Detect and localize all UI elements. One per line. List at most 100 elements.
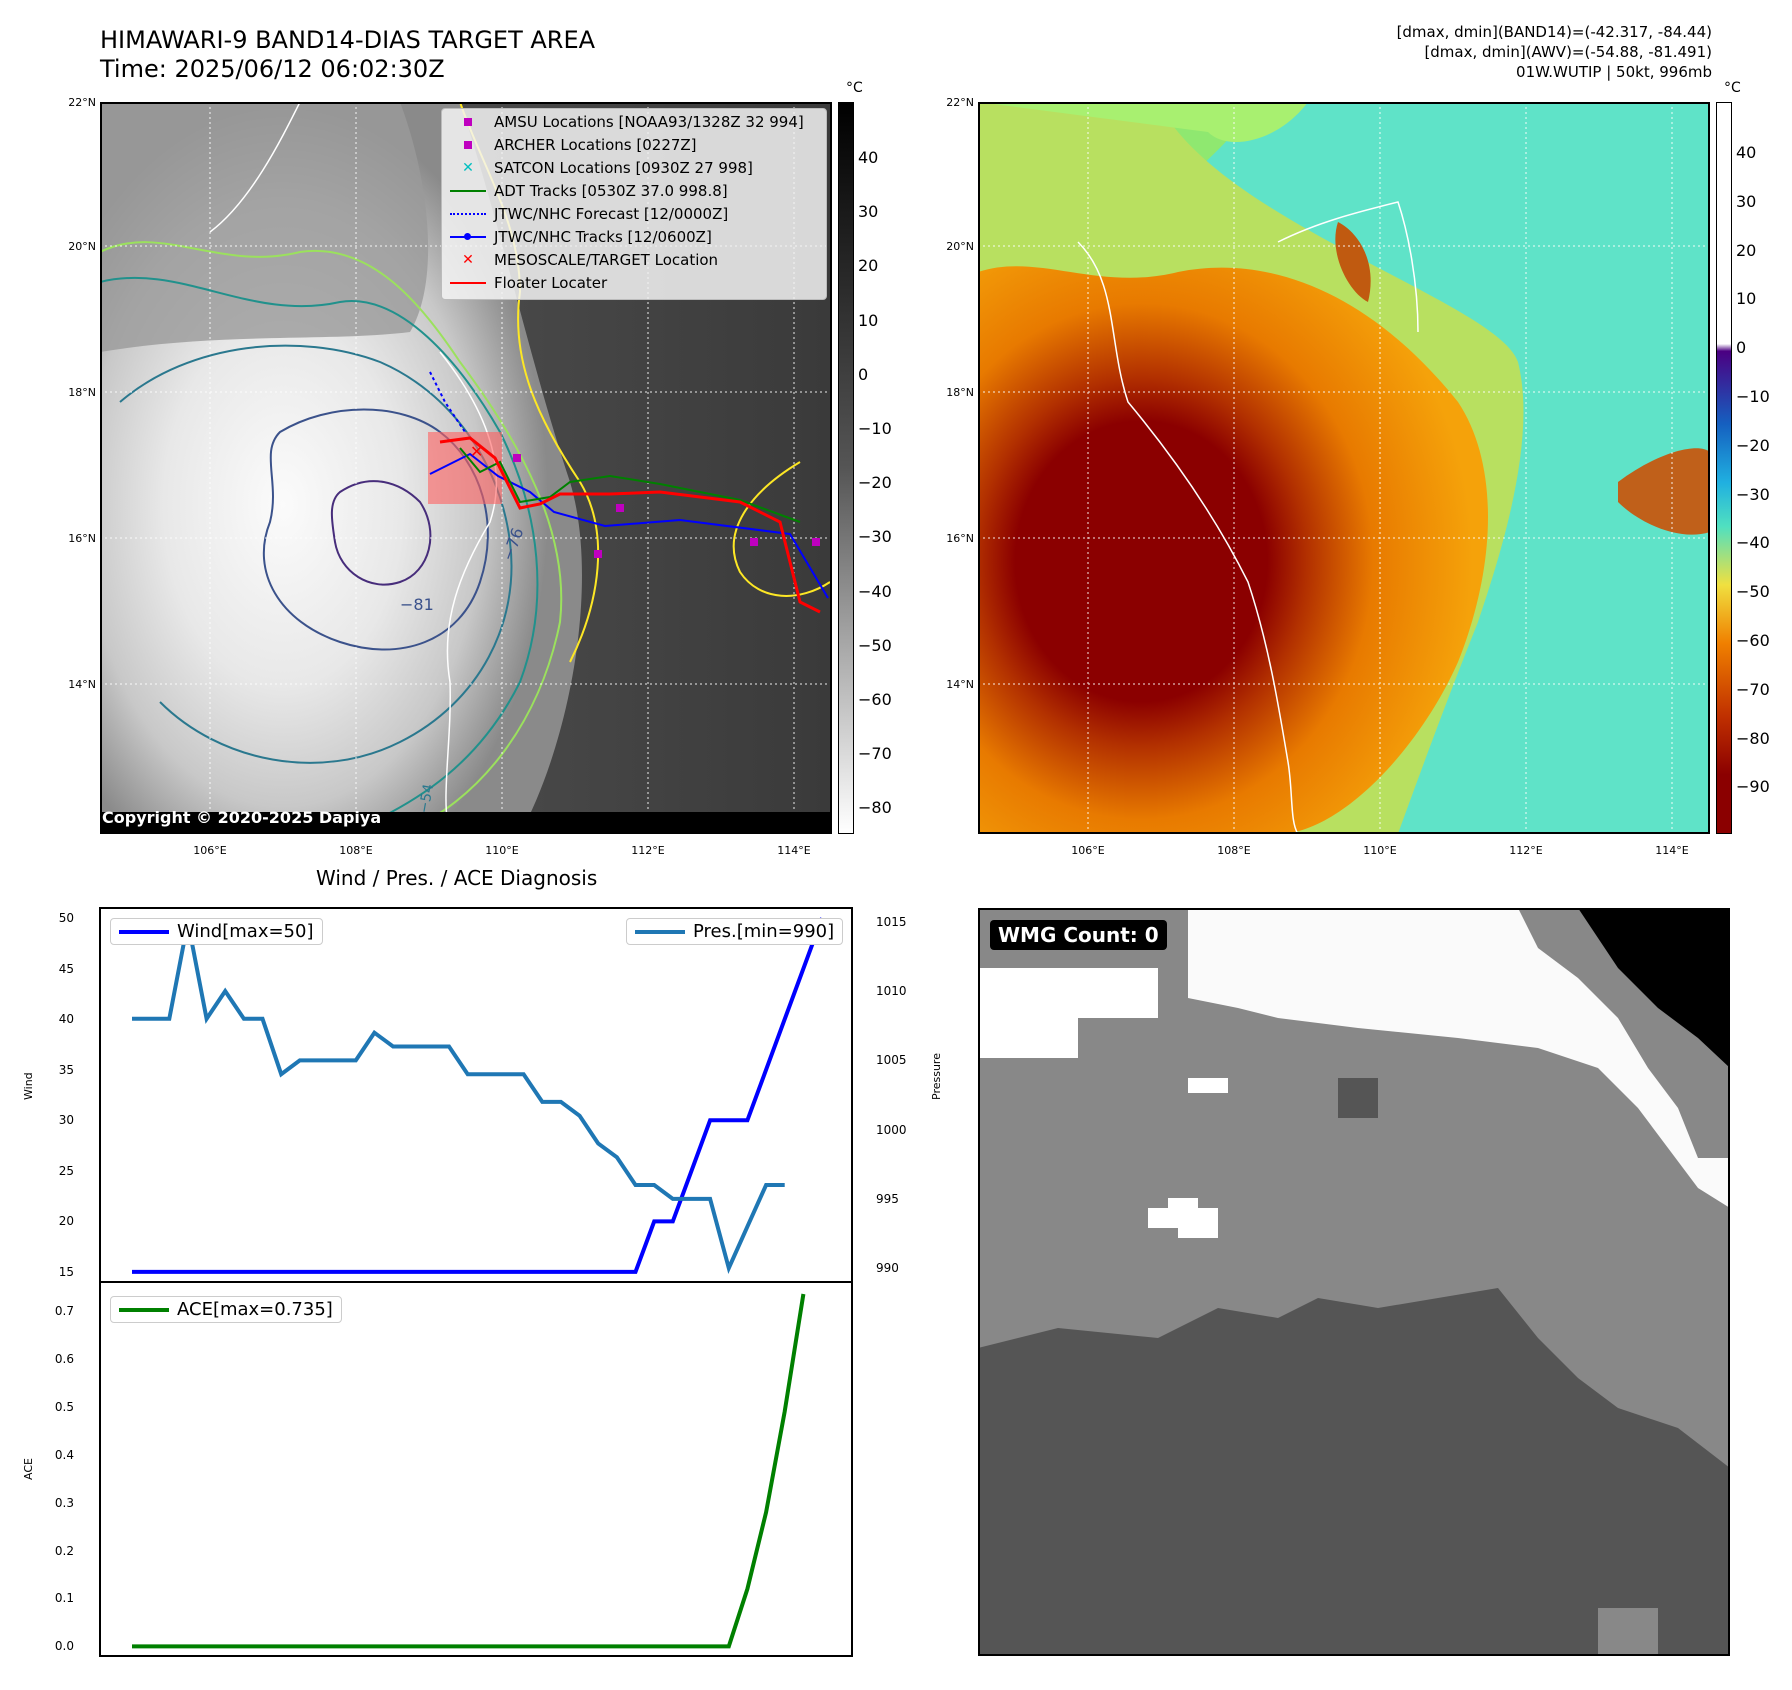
pressure-tick-label: 995 (876, 1191, 899, 1206)
legend-floater: Floater Locater (450, 272, 607, 294)
title-line-1: HIMAWARI-9 BAND14-DIAS TARGET AREA (100, 26, 596, 54)
legend-adt: ADT Tracks [0530Z 37.0 998.8] (450, 180, 728, 202)
ace-series-line (132, 1293, 806, 1649)
ir-colorbar-tick: 40 (858, 148, 879, 167)
ir-colorbar (838, 102, 854, 834)
chart-title: HIMAWARI-9 BAND14-DIAS TARGET AREA Time:… (100, 26, 595, 84)
lon-label-right: 106°E (1071, 844, 1105, 857)
wind-series-line (132, 917, 824, 1274)
lat-label-left: 18°N (68, 386, 96, 399)
legend-amsu: AMSU Locations [NOAA93/1328Z 32 994] (450, 111, 804, 133)
lat-label-right: 20°N (946, 240, 974, 253)
lon-label-right: 110°E (1363, 844, 1397, 857)
awv-colorbar-tick: −50 (1736, 582, 1770, 602)
wind-tick-label: 40 (58, 1012, 74, 1027)
ir-colorbar-tick: 30 (858, 202, 879, 222)
copyright-text: Copyright © 2020-2025 Dapiya (102, 808, 382, 827)
awv-colorbar-tick: −80 (1736, 728, 1770, 748)
lon-label-right: 108°E (1217, 844, 1251, 857)
ace-tick-label: 0.3 (54, 1495, 74, 1510)
wmg-map (978, 908, 1730, 1656)
awv-colorbar-tick: 10 (1736, 289, 1757, 309)
ir-colorbar-tick: −80 (858, 798, 892, 818)
lon-label-left: 106°E (193, 844, 227, 857)
wind-tick-label: 30 (58, 1113, 74, 1128)
ir-colorbar-tick: −70 (858, 744, 892, 764)
ace-tick-label: 0.2 (54, 1543, 74, 1558)
lon-label-right: 114°E (1655, 844, 1689, 857)
ir-colorbar-tick: −40 (858, 581, 892, 601)
awv-colorbar-tick: −90 (1736, 777, 1770, 797)
wmg-count-badge: WMG Count: 0 (990, 920, 1167, 950)
lon-label-left: 114°E (777, 844, 811, 857)
legend-archer: ARCHER Locations [0227Z] (450, 134, 697, 156)
wind-tick-label: 20 (58, 1214, 74, 1229)
ir-colorbar-tick: −50 (858, 635, 892, 655)
lat-label-left: 16°N (68, 532, 96, 545)
title-line-2: Time: 2025/06/12 06:02:30Z (100, 55, 445, 83)
ace-tick-label: 0.5 (54, 1399, 74, 1414)
wind-tick-label: 45 (58, 961, 74, 976)
lat-label-left: 22°N (68, 96, 96, 109)
awv-colorbar-tick: −10 (1736, 387, 1770, 406)
lon-label-left: 108°E (339, 844, 373, 857)
awv-colorbar-tick: 20 (1736, 240, 1757, 260)
legend-jtwc-tracks: JTWC/NHC Tracks [12/0600Z] (450, 226, 712, 248)
ace-tick-label: 0.1 (54, 1591, 74, 1606)
map-legend: AMSU Locations [NOAA93/1328Z 32 994] ARC… (441, 108, 827, 300)
contour-label-81: −81 (400, 595, 434, 614)
wind-tick-label: 25 (58, 1163, 74, 1178)
ir-map-frame (100, 102, 832, 834)
svg-text:✕: ✕ (470, 442, 483, 461)
ace-tick-label: 0.0 (54, 1639, 74, 1654)
ir-colorbar-tick: 0 (858, 364, 869, 384)
diagnosis-title: Wind / Pres. / ACE Diagnosis (316, 866, 598, 890)
ir-colorbar-tick: −10 (858, 419, 892, 438)
awv-colorbar-tick: 40 (1736, 143, 1757, 162)
info-line-3: 01W.WUTIP | 50kt, 996mb (1516, 63, 1712, 81)
lat-label-right: 16°N (946, 532, 974, 545)
awv-map-frame (978, 102, 1710, 834)
lat-label-right: 18°N (946, 386, 974, 399)
wind-axis-label: Wind (22, 1072, 35, 1100)
info-line-2: [dmax, dmin](AWV)=(-54.88, -81.491) (1424, 43, 1712, 61)
awv-colorbar-unit: °C (1724, 80, 1741, 96)
pressure-tick-label: 1005 (876, 1053, 907, 1068)
ir-colorbar-tick: 20 (858, 256, 879, 276)
ir-colorbar-tick: −30 (858, 527, 892, 547)
wind-plot-frame (99, 907, 853, 1283)
awv-colorbar-tick: 0 (1736, 338, 1747, 358)
legend-satcon: ✕ SATCON Locations [0930Z 27 998] (462, 159, 753, 177)
lon-label-left: 110°E (485, 844, 519, 857)
pressure-tick-label: 1010 (876, 984, 907, 999)
ir-colorbar-tick: −20 (858, 473, 892, 493)
contour-label-54: −54 (416, 783, 437, 815)
pressure-tick-label: 1000 (876, 1122, 907, 1137)
legend-jtwc-forecast: JTWC/NHC Forecast [12/0000Z] (450, 203, 728, 225)
ir-colorbar-unit: °C (846, 80, 863, 96)
awv-colorbar-tick: −70 (1736, 679, 1770, 699)
pressure-axis-label: Pressure (930, 1053, 943, 1100)
legend-mesoscale: ✕ MESOSCALE/TARGET Location (462, 251, 719, 269)
awv-colorbar-tick: −20 (1736, 435, 1770, 455)
ir-colorbar-tick: −60 (858, 690, 892, 709)
wind-tick-label: 35 (58, 1062, 74, 1077)
info-block: [dmax, dmin](BAND14)=(-42.317, -84.44) [… (1397, 22, 1712, 82)
wmg-frame (978, 908, 1730, 1656)
wind-tick-label: 50 (58, 911, 74, 926)
awv-colorbar (1716, 102, 1732, 834)
ace-tick-label: 0.4 (54, 1447, 74, 1462)
wind-legend: Wind[max=50] (110, 918, 323, 945)
lat-label-left: 14°N (68, 678, 96, 691)
awv-satellite-map (978, 102, 1710, 834)
awv-colorbar-tick: 30 (1736, 191, 1757, 211)
ace-tick-label: 0.7 (54, 1303, 74, 1318)
awv-colorbar-tick: −40 (1736, 533, 1770, 553)
lat-label-right: 22°N (946, 96, 974, 109)
ir-colorbar-tick: 10 (858, 310, 879, 330)
ace-legend: ACE[max=0.735] (110, 1296, 342, 1323)
awv-colorbar-tick: −60 (1736, 631, 1770, 650)
lon-label-right: 112°E (1509, 844, 1543, 857)
ace-tick-label: 0.6 (54, 1351, 74, 1366)
